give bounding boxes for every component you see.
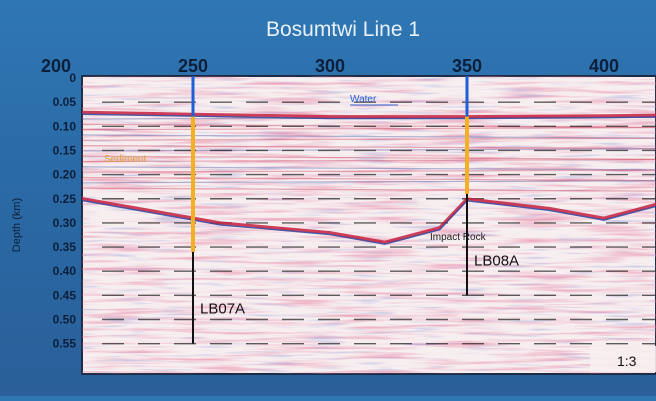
x-tick-label: 250: [178, 56, 208, 76]
annotation-sediment: Sediment: [104, 154, 146, 165]
annotations: Water Sediment Impact Rock: [104, 94, 487, 243]
y-tick-label: 0.55: [53, 337, 77, 351]
layer-band: [82, 127, 656, 131]
scale-label: 1:3: [617, 353, 637, 369]
layer-band: [82, 180, 656, 184]
annotation-impact-rock: Impact Rock: [430, 232, 487, 243]
boreholes: LB07A LB08A: [191, 76, 519, 344]
borehole-label: LB08A: [474, 252, 519, 269]
y-tick-label: 0.15: [53, 143, 77, 157]
layer-band: [82, 134, 656, 139]
reflectors: [82, 110, 656, 245]
reflector-lake-floor: [82, 110, 656, 119]
x-tick-label: 400: [589, 56, 619, 76]
y-tick-label: 0.20: [53, 168, 77, 182]
y-tick-label: 0.30: [53, 216, 77, 230]
x-tick-label: 350: [452, 56, 482, 76]
y-tick-label: 0.35: [53, 240, 77, 254]
y-tick-label: 0.40: [53, 264, 77, 278]
y-tick-label: 0.10: [53, 119, 77, 133]
x-tick-label: 200: [41, 56, 71, 76]
layer-band: [82, 176, 656, 182]
layer-band: [82, 158, 656, 163]
y-tick-label: 0.45: [53, 288, 77, 302]
y-tick-label: 0.50: [53, 313, 77, 327]
y-tick-label: 0: [69, 71, 76, 85]
y-tick-labels: 0 0.05 0.10 0.15 0.20 0.25 0.30 0.35 0.40 0.45 0.5…: [53, 71, 77, 351]
x-tick-label: 300: [315, 56, 345, 76]
reflector-crater-rim-reflector: [82, 196, 656, 244]
y-axis-label: Depth (km): [11, 198, 23, 252]
scale-box: [590, 346, 656, 372]
chart-title: Bosumtwi Line 1: [266, 18, 420, 41]
y-tick-label: 0.25: [53, 192, 77, 206]
reflector-crater-rim-reflector-trough: [82, 199, 656, 245]
layer-band: [82, 145, 656, 150]
x-tick-labels: 200250300350400450500550: [41, 56, 619, 76]
layer-band: [82, 155, 656, 160]
borehole-label: LB07A: [200, 301, 245, 318]
y-tick-label: 0.05: [53, 95, 77, 109]
layer-band: [82, 166, 656, 171]
layer-band: [82, 169, 656, 173]
layer-band: [82, 187, 656, 192]
layer-band: [82, 137, 656, 141]
seismic-texture: [82, 76, 656, 374]
reflector-lake-floor-trough: [82, 113, 656, 120]
annotation-water: Water: [350, 94, 377, 105]
